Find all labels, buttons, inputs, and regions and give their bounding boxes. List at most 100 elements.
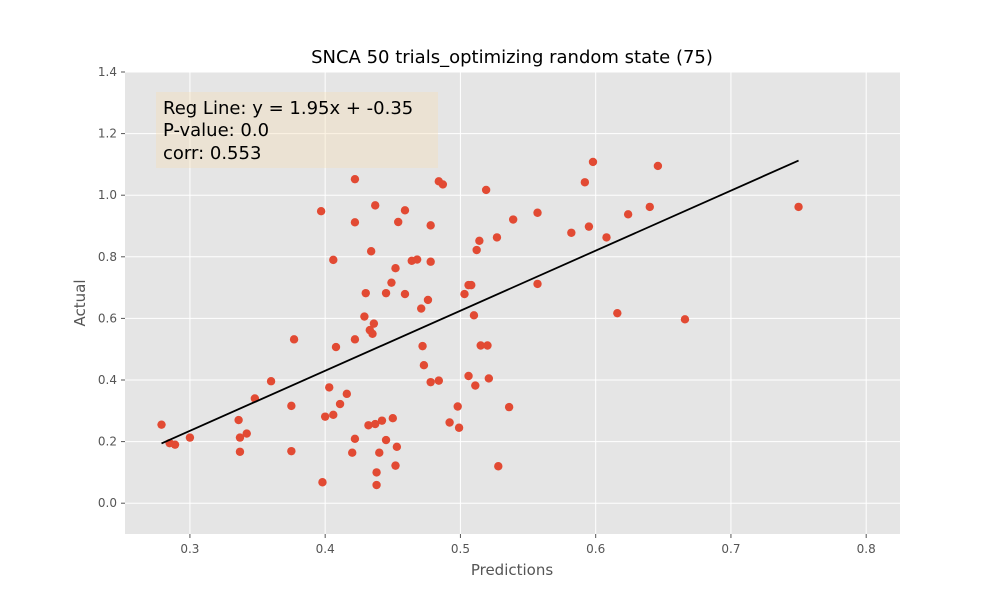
data-point: [371, 419, 380, 429]
x-axis-label: Predictions: [471, 561, 554, 579]
y-tick-label: 0.0: [98, 496, 117, 510]
data-point: [508, 215, 518, 224]
data-point: [412, 255, 422, 264]
data-point: [423, 295, 433, 305]
data-point: [454, 423, 464, 432]
data-point: [623, 210, 633, 219]
annotation-regression-line: Reg Line: y = 1.95x + -0.35: [163, 98, 413, 119]
data-point: [289, 335, 299, 344]
regression-line: [161, 159, 799, 445]
data-point: [371, 201, 380, 210]
y-axis-label: Actual: [71, 280, 89, 327]
data-point: [584, 222, 594, 231]
data-point: [438, 180, 448, 189]
data-point: [157, 420, 166, 429]
data-point: [653, 161, 663, 171]
data-point: [426, 377, 435, 387]
x-tick-label: 0.4: [316, 542, 335, 556]
data-point: [645, 202, 654, 212]
data-point: [234, 415, 243, 425]
data-point: [266, 377, 276, 386]
x-tick-label: 0.3: [180, 542, 199, 556]
data-point: [329, 410, 338, 420]
data-point: [350, 434, 360, 444]
data-point: [350, 174, 360, 184]
data-point: [348, 448, 357, 457]
data-point: [426, 257, 435, 266]
data-point: [400, 206, 410, 215]
data-point: [342, 389, 352, 399]
data-point: [580, 178, 590, 187]
data-point: [368, 329, 377, 338]
x-tick-label: 0.6: [586, 542, 605, 556]
data-point: [434, 376, 443, 385]
data-point: [481, 185, 491, 195]
data-point: [484, 374, 494, 383]
data-point: [375, 448, 384, 457]
y-tick-label: 1.4: [98, 65, 117, 79]
data-point: [391, 461, 400, 470]
y-tick-label: 1.0: [98, 188, 117, 202]
data-point: [331, 342, 341, 352]
data-point: [475, 236, 484, 245]
data-point: [472, 245, 481, 255]
annotation-box: Reg Line: y = 1.95x + -0.35 P-value: 0.0…: [156, 92, 438, 168]
data-point: [469, 311, 479, 320]
data-point: [361, 288, 370, 298]
data-point: [392, 442, 402, 452]
data-point: [318, 478, 327, 487]
data-point: [494, 462, 503, 471]
data-point: [372, 468, 381, 477]
data-point: [320, 412, 330, 421]
data-point: [602, 233, 611, 242]
chart-title: SNCA 50 trials_optimizing random state (…: [311, 47, 713, 68]
data-point: [185, 433, 195, 442]
data-point: [453, 402, 462, 411]
y-tick-label: 0.6: [98, 311, 117, 325]
y-tick-label: 0.4: [98, 373, 117, 387]
data-point: [325, 383, 334, 392]
x-tick-label: 0.5: [451, 542, 470, 556]
data-point: [287, 401, 296, 411]
data-point: [504, 402, 514, 412]
x-tick-label: 0.7: [721, 542, 740, 556]
data-point: [533, 279, 542, 289]
data-point: [369, 319, 379, 328]
data-point: [381, 288, 391, 298]
data-point: [471, 381, 480, 390]
plot-area: [125, 72, 900, 534]
data-point: [445, 418, 454, 427]
data-point: [335, 399, 345, 409]
data-point: [419, 361, 429, 370]
grid-lines: [125, 71, 900, 534]
data-point: [287, 446, 296, 456]
data-point: [417, 304, 426, 313]
data-point: [460, 289, 469, 299]
data-point: [235, 433, 245, 442]
y-axis-ticks: 0.0 0.2 0.4 0.6 0.8 1.0 1.2 1.4: [98, 65, 125, 510]
data-point: [235, 447, 245, 456]
data-point: [360, 312, 369, 321]
annotation-p-value: P-value: 0.0: [163, 120, 269, 141]
data-point: [394, 217, 403, 227]
data-point: [492, 233, 502, 242]
data-point: [350, 218, 360, 227]
data-point: [588, 157, 598, 167]
data-point: [350, 335, 360, 344]
data-point: [170, 440, 180, 449]
data-point: [381, 435, 391, 445]
y-tick-label: 1.2: [98, 127, 117, 141]
data-point: [467, 280, 476, 290]
y-tick-label: 0.2: [98, 435, 117, 449]
data-points: [157, 157, 803, 490]
data-point: [329, 255, 338, 265]
data-point: [372, 480, 381, 490]
data-point: [567, 228, 576, 237]
y-tick-label: 0.8: [98, 250, 117, 264]
data-point: [464, 371, 473, 381]
data-point: [613, 308, 622, 318]
data-point: [388, 413, 398, 423]
data-point: [483, 341, 492, 350]
data-point: [533, 208, 542, 217]
